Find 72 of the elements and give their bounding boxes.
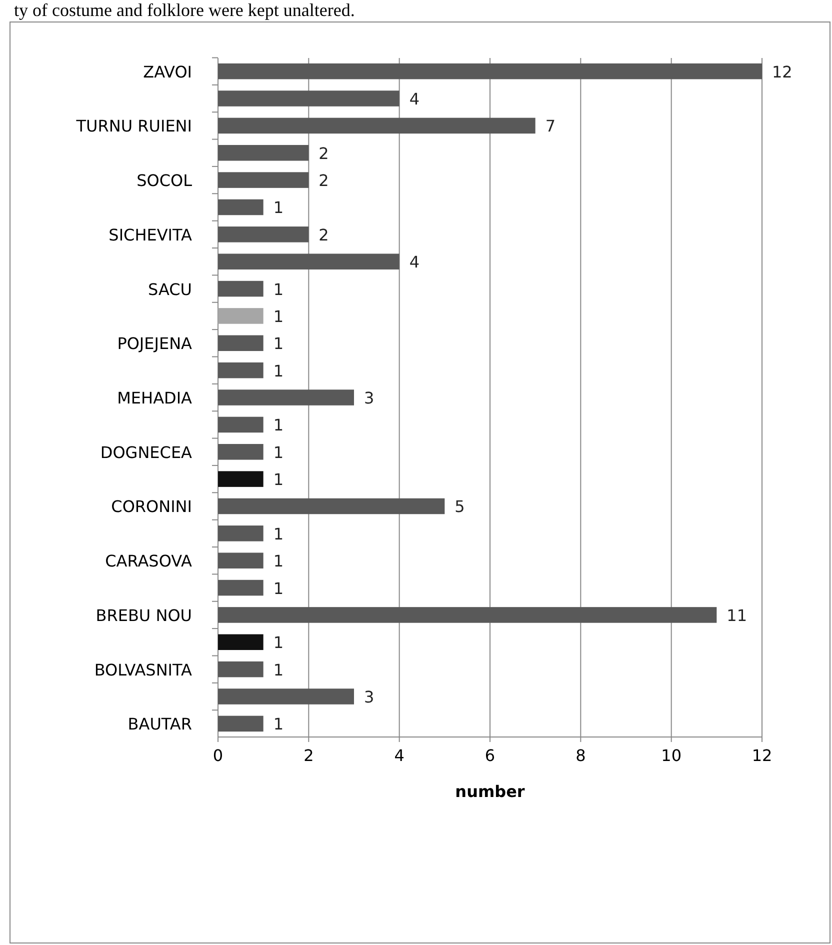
y-tick-label: BOLVASNITA: [94, 660, 192, 680]
data-label: 1: [273, 280, 284, 299]
bar: [218, 580, 264, 596]
data-label: 1: [273, 524, 284, 544]
y-tick-label: ZAVOI: [143, 62, 192, 82]
data-label: 3: [364, 388, 374, 408]
data-label: 1: [273, 198, 284, 218]
data-label: 4: [409, 252, 420, 272]
bar: [218, 308, 264, 324]
bar: [218, 688, 354, 704]
y-tick-label: TURNU RUIENI: [75, 116, 192, 136]
data-label: 1: [273, 416, 284, 435]
bar: [218, 444, 264, 460]
bar: [218, 144, 309, 161]
data-label: 1: [273, 660, 284, 680]
text: ty of costume and folklore were kept unaltered.: [14, 0, 355, 20]
x-tick-label: 0: [212, 746, 224, 765]
bar: [218, 471, 264, 487]
data-label: 1: [273, 633, 284, 652]
bar: [218, 498, 445, 514]
data-label: 1: [273, 714, 284, 734]
x-tick-label: 12: [752, 746, 772, 765]
x-tick-label: 2: [304, 746, 314, 765]
data-label: 1: [273, 306, 284, 326]
y-tick-label: BAUTAR: [128, 714, 192, 734]
bar: [218, 634, 264, 650]
y-tick-label: BREBU NOU: [96, 606, 192, 625]
bar: [218, 335, 264, 352]
data-label: 5: [454, 497, 465, 516]
x-tick-label: 8: [576, 746, 586, 765]
x-tick-label: 6: [484, 746, 496, 765]
bar: [218, 254, 400, 270]
y-tick-label: SACU: [148, 280, 192, 299]
bar: [218, 280, 264, 297]
data-label: 12: [772, 62, 792, 82]
y-tick-label: MEHADIA: [117, 388, 192, 408]
y-tick-label: SOCOL: [136, 171, 192, 190]
data-label: 1: [273, 470, 284, 490]
data-label: 1: [273, 552, 284, 571]
bar: [218, 199, 264, 216]
data-label: 3: [364, 688, 374, 706]
bar: [218, 362, 264, 378]
bar: [218, 63, 762, 80]
bar: [218, 716, 264, 732]
bar: [218, 390, 354, 406]
bar: [218, 226, 309, 242]
y-tick-label: SICHEVITA: [108, 225, 192, 244]
x-tick-label: 4: [394, 746, 404, 765]
bar: [218, 172, 309, 188]
bar: [218, 552, 264, 568]
y-tick-label: CARASOVA: [105, 552, 192, 571]
x-axis-title: number: [455, 782, 525, 801]
data-label: 2: [318, 144, 329, 163]
bar: [218, 526, 264, 542]
bar: [218, 661, 264, 678]
x-tick-label: 10: [661, 746, 682, 765]
data-label: 4: [409, 90, 420, 108]
bar: [218, 118, 536, 134]
data-label: 2: [318, 225, 329, 244]
data-label: 2: [318, 171, 329, 190]
data-label: 1: [273, 361, 284, 380]
y-tick-label: POJEJENA: [117, 334, 192, 354]
y-tick-label: DOGNECEA: [100, 442, 192, 462]
bar: [218, 416, 264, 433]
data-label: 7: [545, 116, 556, 136]
data-label: 1: [273, 334, 284, 354]
data-label: 11: [726, 606, 748, 625]
data-label: 1: [273, 578, 284, 598]
y-tick-label: CORONINI: [111, 497, 192, 516]
bar: [218, 90, 400, 106]
data-label: 1: [273, 442, 284, 462]
bar: [218, 607, 717, 623]
